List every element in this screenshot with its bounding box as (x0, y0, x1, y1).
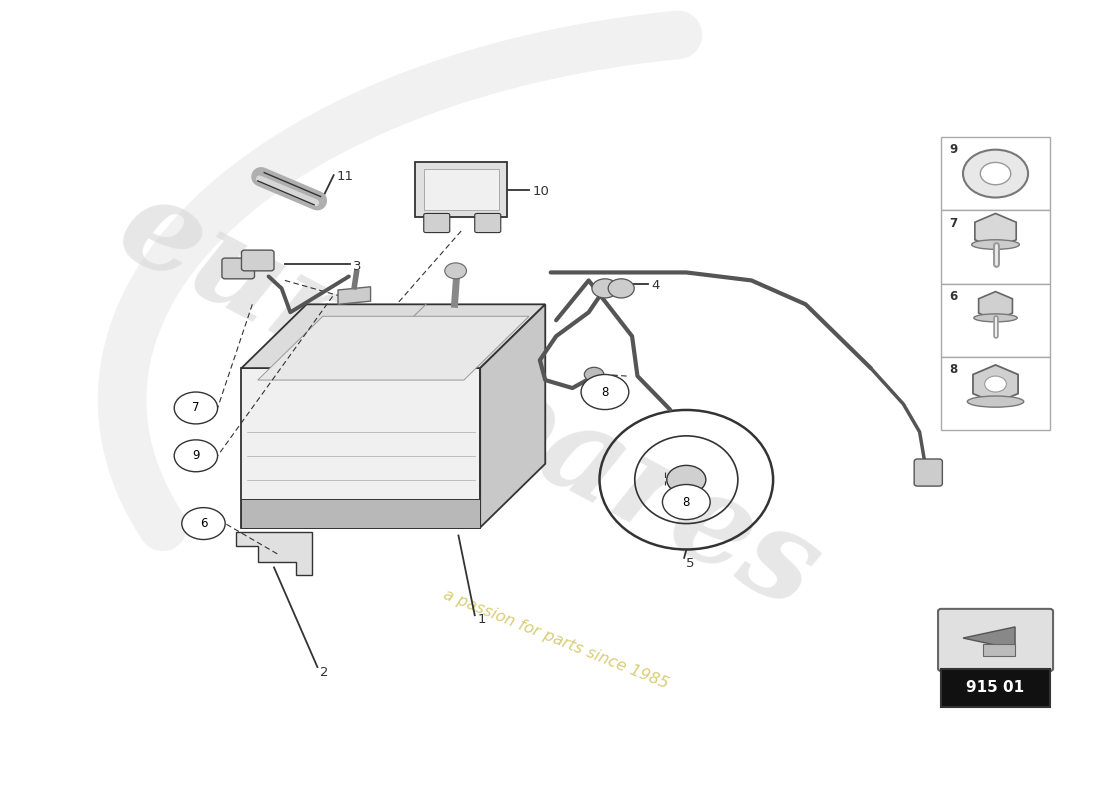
Circle shape (592, 279, 618, 298)
FancyBboxPatch shape (475, 214, 500, 233)
Text: 9: 9 (949, 143, 957, 156)
Circle shape (584, 367, 604, 382)
Text: 7: 7 (949, 217, 957, 230)
Circle shape (182, 508, 225, 539)
FancyBboxPatch shape (942, 210, 1049, 284)
Text: 10: 10 (532, 185, 549, 198)
Ellipse shape (971, 240, 1020, 250)
Polygon shape (979, 291, 1012, 320)
Text: eurospares: eurospares (99, 165, 839, 635)
Text: 8: 8 (949, 363, 957, 376)
Text: 6: 6 (949, 290, 957, 303)
FancyBboxPatch shape (415, 162, 507, 217)
Text: 7: 7 (192, 402, 199, 414)
FancyBboxPatch shape (424, 169, 498, 210)
FancyBboxPatch shape (942, 669, 1049, 707)
FancyBboxPatch shape (424, 214, 450, 233)
FancyBboxPatch shape (942, 137, 1049, 210)
Circle shape (174, 392, 218, 424)
FancyBboxPatch shape (222, 258, 254, 279)
FancyBboxPatch shape (942, 357, 1049, 430)
Text: 2: 2 (320, 666, 328, 679)
Polygon shape (975, 214, 1016, 249)
Circle shape (444, 263, 466, 279)
Text: 1: 1 (478, 613, 486, 626)
Text: 4: 4 (651, 279, 660, 293)
Text: 6: 6 (200, 517, 207, 530)
Circle shape (962, 150, 1028, 198)
Polygon shape (242, 499, 481, 527)
FancyBboxPatch shape (942, 284, 1049, 357)
Ellipse shape (967, 396, 1024, 407)
Circle shape (980, 162, 1011, 185)
Circle shape (662, 485, 711, 519)
Polygon shape (962, 627, 1015, 650)
Text: 5: 5 (686, 557, 695, 570)
Polygon shape (481, 304, 546, 527)
FancyBboxPatch shape (914, 459, 943, 486)
Polygon shape (242, 368, 481, 527)
Text: a passion for parts since 1985: a passion for parts since 1985 (441, 587, 671, 691)
Text: 915 01: 915 01 (967, 680, 1024, 695)
Polygon shape (338, 286, 371, 304)
Circle shape (581, 374, 629, 410)
Text: 9: 9 (192, 450, 199, 462)
Text: 8: 8 (602, 386, 608, 398)
Circle shape (984, 376, 1006, 392)
Polygon shape (974, 365, 1019, 403)
Text: 11: 11 (337, 170, 354, 183)
Circle shape (667, 466, 706, 494)
Circle shape (608, 279, 635, 298)
FancyBboxPatch shape (982, 645, 1015, 655)
Polygon shape (242, 304, 546, 368)
FancyBboxPatch shape (938, 609, 1053, 671)
Text: 8: 8 (683, 495, 690, 509)
FancyBboxPatch shape (242, 250, 274, 271)
Ellipse shape (974, 314, 1018, 322)
Circle shape (174, 440, 218, 472)
Polygon shape (236, 531, 312, 575)
Polygon shape (257, 316, 529, 380)
Text: 3: 3 (353, 259, 362, 273)
